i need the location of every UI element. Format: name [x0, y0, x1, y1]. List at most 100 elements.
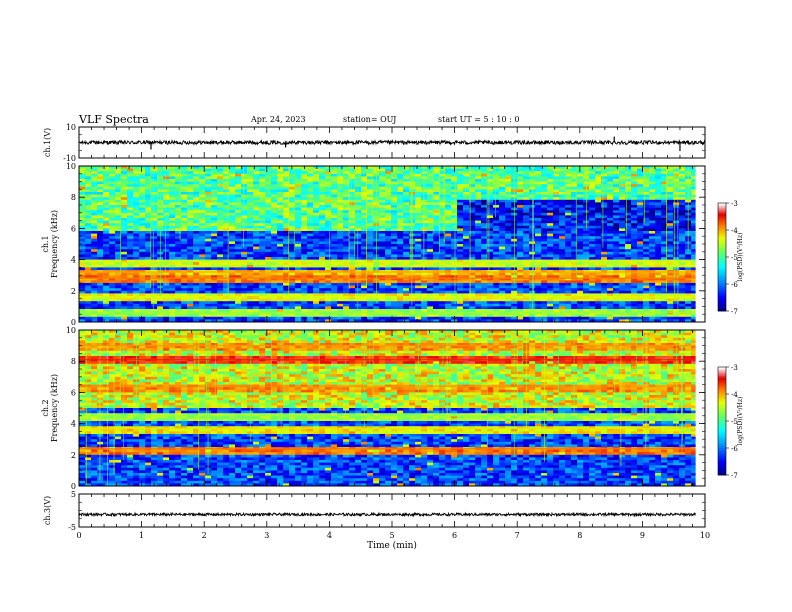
- colorbar-cell: [718, 221, 726, 224]
- colorbar-cell: [718, 307, 726, 310]
- x-tick-label: 9: [640, 531, 645, 540]
- colorbar-cell: [718, 246, 726, 249]
- colorbar-cell: [718, 303, 726, 306]
- colorbar-cell: [718, 439, 726, 442]
- y-tick-label: 8: [71, 193, 76, 202]
- colorbar-cell: [718, 208, 726, 211]
- colorbar-cell: [718, 293, 726, 296]
- y-tick-label: 0: [71, 482, 76, 491]
- colorbar-cell: [718, 392, 726, 395]
- colorbar-cell: [718, 231, 726, 234]
- colorbar-cell: [718, 271, 726, 274]
- colorbar-cell: [718, 305, 726, 308]
- x-tick-label: 5: [389, 531, 394, 540]
- colorbar-cell: [718, 442, 726, 445]
- y-tick-label: 8: [71, 357, 76, 366]
- waveform-trace: [78, 511, 696, 518]
- colorbar-tick-label: -4: [731, 227, 738, 235]
- colorbar-cell: [718, 403, 726, 406]
- ch1-waveform-y-ticks: [79, 126, 705, 159]
- x-tick-label: 6: [452, 531, 457, 540]
- ch1-colorbar: -3 -4 -5 -6 -7 log(PSD)(V²/Hz): [717, 200, 744, 316]
- station-label: station= OUJ: [343, 115, 397, 124]
- colorbar-cell: [718, 210, 726, 213]
- colorbar-cell: [718, 204, 726, 207]
- colorbar-cell: [718, 428, 726, 431]
- colorbar-cell: [718, 385, 726, 388]
- colorbar-cell: [718, 228, 726, 231]
- colorbar-cell: [718, 471, 726, 474]
- x-tick-label: 8: [577, 531, 582, 540]
- colorbar-cell: [718, 235, 726, 238]
- colorbar-cell: [718, 464, 726, 467]
- x-ticks: [78, 166, 706, 322]
- colorbar-cell: [718, 448, 726, 451]
- colorbar-cell: [718, 251, 726, 254]
- colorbar-cell: [718, 224, 726, 227]
- colorbar-cell: [718, 451, 726, 454]
- colorbar-tick-label: -7: [731, 472, 738, 480]
- colorbar-cell: [718, 368, 726, 371]
- colorbar-cell: [718, 457, 726, 460]
- colorbar-cell: [718, 260, 726, 263]
- colorbar-cell: [718, 458, 726, 461]
- y-tick-label: 4: [71, 420, 76, 429]
- y-tick-label: -10: [63, 154, 76, 163]
- ch3-waveform-y-ticks: [79, 493, 705, 528]
- y-tick-label: 0: [71, 318, 76, 327]
- ch2-spectrogram: [79, 330, 705, 487]
- y-tick-label: 6: [71, 388, 76, 397]
- colorbar-cell: [718, 462, 726, 465]
- colorbar-cell: [718, 417, 726, 420]
- ch1-waveform-y-label: ch.1(V): [43, 128, 52, 157]
- colorbar-cell: [718, 219, 726, 222]
- colorbar-tick-label: -5: [731, 418, 738, 426]
- x-ticks: [78, 127, 706, 158]
- colorbar-cell: [718, 372, 726, 375]
- colorbar-cell: [718, 449, 726, 452]
- colorbar-cell: [718, 212, 726, 215]
- ch2-colorbar: -3 -4 -5 -6 -7 log(PSD)(V²/Hz): [717, 364, 744, 480]
- ch3-waveform: [78, 511, 696, 518]
- colorbar-cell: [718, 383, 726, 386]
- x-ticks: [78, 494, 706, 527]
- y-tick-label: -5: [68, 523, 76, 532]
- colorbar-cell: [718, 296, 726, 299]
- colorbar-cell: [718, 412, 726, 415]
- colorbar-cell: [718, 390, 726, 393]
- colorbar-cell: [718, 426, 726, 429]
- colorbar-tick-label: -6: [731, 445, 738, 453]
- y-tick-label: 5: [71, 490, 76, 499]
- colorbar-cell: [718, 381, 726, 384]
- y-tick-label: 10: [66, 123, 76, 132]
- colorbar-cell: [718, 453, 726, 456]
- colorbar-cell: [718, 291, 726, 294]
- colorbar-cell: [718, 377, 726, 380]
- colorbar-cell: [718, 244, 726, 247]
- colorbar-cell: [718, 237, 726, 240]
- colorbar-cell: [718, 222, 726, 225]
- colorbar-cell: [718, 394, 726, 397]
- colorbar-cell: [718, 444, 726, 447]
- colorbar-cell: [718, 419, 726, 422]
- ch1-spectrogram: [79, 166, 705, 323]
- colorbar-cell: [718, 404, 726, 407]
- colorbar-cell: [718, 386, 726, 389]
- y-tick-label: 2: [71, 451, 76, 460]
- colorbar-cell: [718, 309, 726, 312]
- colorbar-cell: [718, 422, 726, 425]
- ch1-spectrogram-y-label: ch.1: [41, 235, 50, 252]
- x-axis-label: Time (min): [367, 540, 417, 551]
- ch2-spectrogram-y-label: ch.2: [41, 399, 50, 416]
- x-tick-label: 7: [515, 531, 520, 540]
- colorbar-cell: [718, 239, 726, 242]
- colorbar-cell: [718, 264, 726, 267]
- colorbar-cell: [718, 278, 726, 281]
- colorbar-cell: [718, 455, 726, 458]
- colorbar-cell: [718, 294, 726, 297]
- colorbar-cell: [718, 408, 726, 411]
- colorbar-cell: [718, 395, 726, 398]
- colorbar-cell: [718, 424, 726, 427]
- y-tick-label: 2: [71, 287, 76, 296]
